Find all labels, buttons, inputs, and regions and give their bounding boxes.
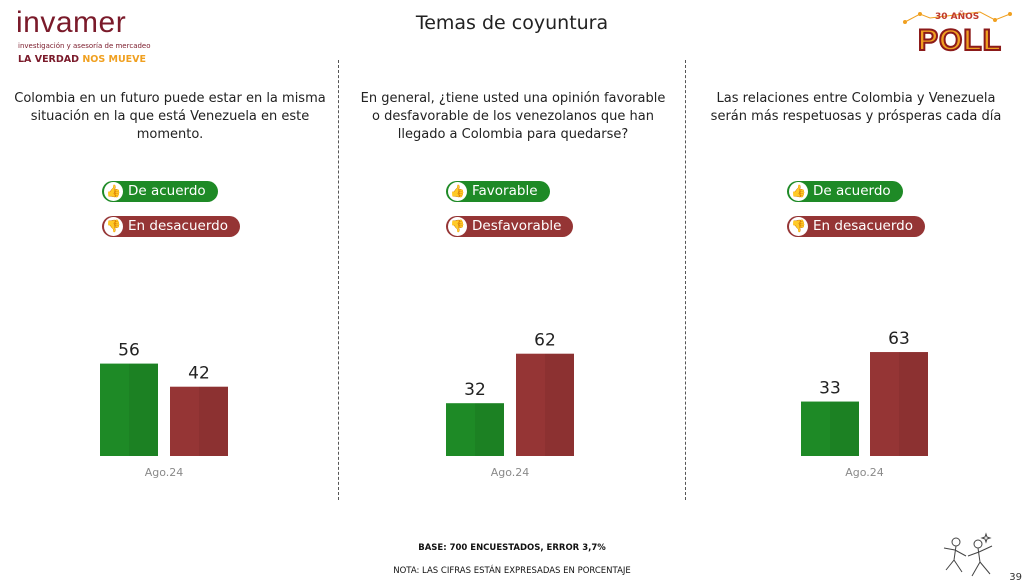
legend-positive-label: Favorable [472, 183, 538, 199]
thumbs-up-icon: 👍 [104, 182, 123, 201]
thumbs-up-icon: 👍 [789, 182, 808, 201]
bar-shade [199, 386, 228, 456]
badge-years: 30 AÑOS [935, 12, 980, 22]
thumbs-down-icon: 👎 [789, 217, 808, 236]
legend-negative: 👎 En desacuerdo [787, 216, 925, 237]
legend-negative: 👎 Desfavorable [446, 216, 574, 237]
legend-positive-label: De acuerdo [813, 183, 891, 199]
data-label: 42 [188, 364, 210, 384]
bar-shade [475, 403, 504, 456]
legend-positive-label: De acuerdo [128, 183, 206, 199]
panel-3: Las relaciones entre Colombia y Venezuel… [686, 0, 1024, 585]
legend-positive: 👍 De acuerdo [102, 181, 218, 202]
legend-positive: 👍 Favorable [446, 181, 550, 202]
panel-1: Colombia en un futuro puede estar en la … [0, 0, 340, 585]
bar-shade [129, 363, 158, 456]
bar-positive [100, 363, 158, 456]
question-text: Las relaciones entre Colombia y Venezuel… [710, 91, 1002, 124]
data-label: 33 [819, 379, 841, 399]
data-label: 56 [118, 341, 140, 361]
footnote-base: BASE: 700 ENCUESTADOS, ERROR 3,7% [418, 543, 606, 553]
data-label: 63 [888, 329, 910, 349]
panel-2: En general, ¿tiene usted una opinión fav… [343, 0, 683, 585]
badge-word: POLL [917, 23, 1002, 58]
bar-negative [170, 386, 228, 456]
category-label: Ago.24 [845, 466, 884, 479]
legend-negative-label: En desacuerdo [128, 218, 228, 234]
legend-negative-label: En desacuerdo [813, 218, 913, 234]
legend-positive: 👍 De acuerdo [787, 181, 903, 202]
bar-shade [545, 353, 574, 456]
page-title: Temas de coyuntura [415, 12, 609, 34]
thumbs-down-icon: 👎 [104, 217, 123, 236]
data-label: 32 [464, 380, 486, 400]
invamer-logo: invamer investigación y asesoría de merc… [16, 6, 166, 66]
question-text: Colombia en un futuro puede estar en la … [14, 91, 326, 142]
panel-divider [338, 60, 339, 500]
bar-chart: 32 62 Ago.24 [446, 331, 574, 479]
badge-stars-icon [903, 11, 1012, 24]
dancing-figures-icon [943, 532, 993, 577]
logo-tagline-a: LA VERDAD [18, 54, 79, 65]
panel-divider [685, 60, 686, 500]
data-label: 62 [534, 331, 556, 351]
bar-shade [899, 352, 928, 456]
page-number: 39 [1009, 572, 1022, 583]
logo-name: invamer [16, 6, 127, 39]
bar-chart: 33 63 Ago.24 [801, 329, 928, 479]
bar-positive [801, 401, 859, 456]
thumbs-up-icon: 👍 [448, 182, 467, 201]
question-text: En general, ¿tiene usted una opinión fav… [360, 91, 666, 142]
bar-chart: 56 42 Ago.24 [100, 341, 228, 479]
thumbs-down-icon: 👎 [448, 217, 467, 236]
category-label: Ago.24 [145, 466, 184, 479]
bar-positive [446, 403, 504, 456]
bar-negative [870, 352, 928, 456]
category-label: Ago.24 [491, 466, 530, 479]
logo-tagline-b: NOS MUEVE [82, 54, 146, 65]
legend-negative: 👎 En desacuerdo [102, 216, 240, 237]
footnote-nota: NOTA: LAS CIFRAS ESTÁN EXPRESADAS EN POR… [393, 566, 631, 576]
logo-tagline: LA VERDAD NOS MUEVE [18, 54, 146, 65]
poll-badge: 30 AÑOS POLL [900, 8, 1015, 60]
legend-negative-label: Desfavorable [472, 218, 562, 234]
logo-subtitle: investigación y asesoría de mercadeo [18, 42, 151, 50]
bar-shade [830, 401, 859, 456]
bar-negative [516, 353, 574, 456]
